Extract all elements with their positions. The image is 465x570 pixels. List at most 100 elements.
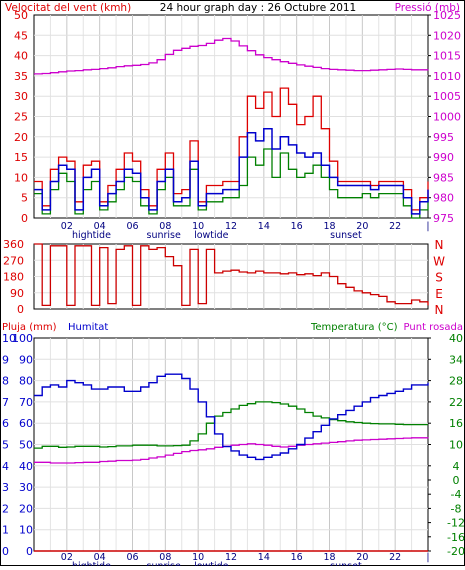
hour-tick-label: | xyxy=(426,221,429,232)
rain-tick-label: 5 xyxy=(2,439,9,452)
temperature-axis-title: Temperatura (°C) xyxy=(310,322,398,333)
hour-tick-label: 10 xyxy=(192,552,204,563)
pressure-tick-label: 1005 xyxy=(433,90,461,103)
event-label-hightide: hightide xyxy=(72,230,111,241)
wind-axis-title: Velocitat del vent (kmh) xyxy=(5,2,131,14)
hour-tick-label: 16 xyxy=(291,221,303,232)
dewpoint-series-line xyxy=(34,437,429,464)
wind-tick-label: 20 xyxy=(14,131,28,144)
hour-tick-label: 06 xyxy=(126,552,138,563)
direction-tick-label: 180 xyxy=(3,271,24,284)
temperature-tick-label: 22 xyxy=(449,396,463,409)
pressure-tick-label: 990 xyxy=(433,151,454,164)
direction-tick-label: 90 xyxy=(10,287,24,300)
humidity-series-line xyxy=(34,373,429,461)
event-label-lowtide: lowtide xyxy=(194,230,229,241)
rain-tick-label: 1 xyxy=(2,524,9,537)
humidity-tick-label: 100 xyxy=(12,332,33,345)
wind-speed-series-line xyxy=(34,148,429,219)
hour-tick-label: 14 xyxy=(258,552,270,563)
rain-tick-label: 9 xyxy=(2,353,9,366)
humidity-tick-label: 80 xyxy=(19,375,33,388)
hour-tick-label: 02 xyxy=(61,221,73,232)
humidity-tick-label: 50 xyxy=(19,439,33,452)
compass-label: W xyxy=(433,254,445,268)
hour-tick-label: 08 xyxy=(159,221,171,232)
rain-tick-label: 3 xyxy=(2,481,9,494)
temperature-series-line xyxy=(34,401,428,449)
pressure-tick-label: 985 xyxy=(433,171,454,184)
temperature-tick-label: 40 xyxy=(449,332,463,345)
pressure-tick-label: 1025 xyxy=(433,9,461,22)
humidity-tick-label: 40 xyxy=(19,460,33,473)
wind-tick-label: 50 xyxy=(14,9,28,22)
humidity-tick-label: 10 xyxy=(19,524,33,537)
rain-tick-label: 10 xyxy=(2,332,16,345)
pressure-tick-label: 980 xyxy=(433,192,454,205)
humidity-tick-label: 20 xyxy=(19,502,33,515)
wind-tick-label: 5 xyxy=(21,192,28,205)
pressure-tick-label: 1015 xyxy=(433,50,461,63)
rain-tick-label: 2 xyxy=(2,502,9,515)
pressure-tick-label: 995 xyxy=(433,131,454,144)
hour-tick-label: 20 xyxy=(356,221,368,232)
event-label-sunrise: sunrise xyxy=(147,230,181,241)
humidity-axis-title: Humitat xyxy=(68,322,108,333)
wind-pressure-panel: 0510152025303540455097598098599099510001… xyxy=(14,9,461,241)
wind-tick-label: 25 xyxy=(14,111,28,124)
pressure-tick-label: 975 xyxy=(433,212,454,225)
wind-tick-label: 0 xyxy=(21,212,28,225)
hour-tick-label: 16 xyxy=(291,552,303,563)
rain-tick-label: 0 xyxy=(2,545,9,558)
direction-tick-label: 0 xyxy=(17,303,24,316)
wind-tick-label: 30 xyxy=(14,90,28,103)
wind-gust-series-line xyxy=(34,87,429,211)
hour-tick-label: 12 xyxy=(225,221,237,232)
hour-tick-label: | xyxy=(426,552,429,563)
direction-tick-label: 270 xyxy=(3,254,24,267)
temperature-tick-label: -8 xyxy=(451,502,462,515)
hour-tick-label: 20 xyxy=(356,552,368,563)
event-label-sunset: sunset xyxy=(330,561,362,566)
rain-axis-title: Pluja (mm) xyxy=(2,322,57,333)
humidity-temperature-panel: 0102030405060708090100012345678910-20-16… xyxy=(2,332,465,570)
event-label-lowtide: lowtide xyxy=(194,561,229,566)
wind-tick-label: 45 xyxy=(14,29,28,42)
wind-tick-label: 10 xyxy=(14,171,28,184)
rain-tick-label: 6 xyxy=(2,417,9,430)
pressure-series-line xyxy=(34,37,429,75)
hour-tick-label: 12 xyxy=(225,552,237,563)
humidity-tick-label: 0 xyxy=(26,545,33,558)
compass-label: E xyxy=(435,287,443,301)
hour-tick-label: 04 xyxy=(94,221,106,232)
hour-tick-label: 22 xyxy=(389,552,401,563)
pressure-tick-label: 1010 xyxy=(433,70,461,83)
event-label-hightide: hightide xyxy=(72,561,111,566)
hour-tick-label: 04 xyxy=(94,552,106,563)
temperature-tick-label: 28 xyxy=(449,375,463,388)
hour-tick-label: 18 xyxy=(323,221,335,232)
wind-tick-label: 35 xyxy=(14,70,28,83)
humidity-tick-label: 70 xyxy=(19,396,33,409)
temperature-tick-label: 0 xyxy=(453,474,460,487)
wind-average-series-line xyxy=(34,127,429,215)
temperature-tick-label: -4 xyxy=(451,488,462,501)
hour-tick-label: 06 xyxy=(126,221,138,232)
temperature-tick-label: 4 xyxy=(453,460,460,473)
wind-tick-label: 15 xyxy=(14,151,28,164)
wind-direction-series-line xyxy=(34,243,429,307)
pressure-tick-label: 1020 xyxy=(433,29,461,42)
hour-tick-label: 22 xyxy=(389,221,401,232)
temperature-tick-label: -20 xyxy=(447,545,465,558)
pressure-tick-label: 1000 xyxy=(433,111,461,124)
hour-tick-label: 08 xyxy=(159,552,171,563)
event-label-sunrise: sunrise xyxy=(147,561,181,566)
rain-tick-label: 8 xyxy=(2,375,9,388)
temperature-tick-label: -16 xyxy=(447,531,465,544)
wind-tick-label: 40 xyxy=(14,50,28,63)
hour-tick-label: 10 xyxy=(192,221,204,232)
main-title: 24 hour graph day : 26 Octubre 2011 xyxy=(160,2,356,14)
temperature-tick-label: 16 xyxy=(449,417,463,430)
